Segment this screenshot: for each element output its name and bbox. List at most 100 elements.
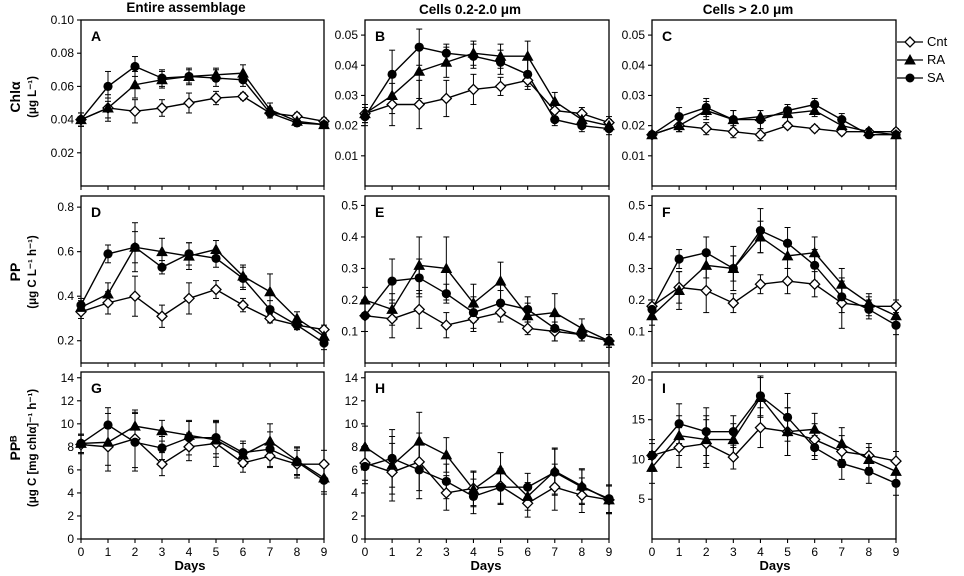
point-ra-h [413,435,426,446]
panel-b: B 0.01 0.02 0.03 0.04 0.05 [335,19,615,190]
panel-letter-a: A [91,28,101,44]
point-cnt-a [210,92,222,104]
point-sa-f [891,320,901,330]
panel-e: E 0.1 0.2 0.3 0.4 0.5 [341,195,615,367]
panel-a: A 0.02 0.04 0.06 0.08 0.10 [51,13,330,190]
point-cnt-f [781,275,794,287]
y-tick-label-d: 0.6 [57,245,74,259]
point-sa-e [414,273,424,283]
y-tick-label-h: 4 [351,486,358,500]
point-ra-i [890,465,902,476]
point-sa-c [701,102,711,113]
x-axis-label-col2: Days [470,558,501,573]
legend: Cnt RA SA [897,34,948,85]
point-cnt-c [700,122,713,135]
point-cnt-c [754,128,767,141]
point-sa-a [319,119,329,130]
y-tick-label-c: 0.03 [622,88,646,102]
panel-d: D 0.2 0.4 0.6 0.8 [57,195,330,367]
y-tick-label-a: 0.08 [51,46,75,60]
y-tick-label-g: 0 [67,532,74,546]
point-ra-e [521,309,534,321]
series-line-cnt-b [364,79,610,124]
point-cnt-a [129,105,141,118]
point-ra-g [264,435,276,446]
panel-i: I 5 10 15 20 0 1 2 3 4 5 6 7 8 9 [632,371,902,559]
point-cnt-c [808,122,821,135]
series-line-ra-e [364,264,610,342]
x-tick-label-h: 2 [416,545,423,559]
point-sa-a [184,71,194,82]
panel-frame-b [364,19,610,187]
legend-marker-ra [904,53,916,65]
point-ra-h [386,459,398,470]
point-sa-g [157,443,167,453]
column-title-cells-small: Cells 0.2-2.0 μm [419,2,521,17]
point-sa-f [810,260,820,270]
point-sa-h [387,453,397,463]
point-sa-i [891,478,901,488]
point-cnt-g [183,440,195,453]
point-sa-e [523,304,533,315]
point-ra-a [102,101,114,113]
x-tick-label-h: 0 [362,545,369,559]
point-sa-b [360,111,370,122]
y-tick-label-g: 4 [67,486,74,500]
x-tick-label-i: 0 [649,545,656,559]
point-ra-f [700,259,713,270]
y-tick-label-h: 6 [351,463,358,477]
point-cnt-f [700,284,713,297]
column-title-entire-assemblage: Entire assemblage [126,0,246,15]
point-cnt-d [264,312,276,325]
point-cnt-g [318,458,330,471]
point-sa-d [319,338,329,348]
point-ra-f [835,278,848,289]
y-tick-label-e: 0.1 [341,324,358,338]
panel-letter-d: D [91,204,101,220]
series-line-ra-d [80,246,325,337]
chart-panels: A0.020.040.060.080.10B0.010.020.030.040.… [51,13,902,559]
point-sa-f [864,304,874,315]
series-line-cnt-a [80,95,325,122]
point-ra-f [808,246,821,258]
point-ra-e [413,259,426,270]
point-sa-i [755,391,766,401]
point-sa-e [360,311,370,321]
point-cnt-d [210,283,222,296]
series-line-sa-a [80,65,325,126]
y-tick-label-b: 0.05 [335,28,359,42]
x-tick-label-g: 9 [321,545,328,559]
y-tick-label-f: 0.3 [628,261,645,275]
point-sa-d [292,320,302,330]
x-tick-label-h: 7 [551,545,558,559]
x-tick-label-g: 0 [78,545,85,559]
row-label-pp-unit: (μg C L⁻¹ h⁻¹) [27,235,39,309]
point-sa-c [837,115,847,125]
point-ra-h [521,490,534,501]
point-sa-b [604,124,614,134]
column-title-cells-large: Cells > 2.0 μm [703,2,793,17]
y-tick-label-f: 0.2 [628,293,645,307]
point-sa-e [604,336,614,346]
panel-letter-i: I [662,380,666,396]
legend-item-sa: SA [897,70,945,85]
panel-frame-g [80,371,325,540]
point-sa-g [130,437,140,447]
y-tick-label-d: 0.2 [57,334,74,348]
point-sa-g [265,444,275,454]
point-cnt-i [890,455,902,467]
y-tick-label-g: 10 [61,417,75,431]
point-cnt-f [808,278,821,291]
point-cnt-b [440,92,453,105]
series-line-ra-g [80,425,325,479]
series-line-sa-h [364,457,610,500]
x-tick-label-i: 1 [676,545,683,559]
point-cnt-d [183,292,195,305]
y-tick-label-a: 0.10 [51,13,75,27]
y-tick-label-e: 0.2 [341,293,358,307]
point-sa-b [441,48,451,58]
point-sa-f [837,292,847,302]
point-sa-a [211,73,221,83]
x-axis-label-col3: Days [759,558,790,573]
point-sa-i [701,427,711,437]
